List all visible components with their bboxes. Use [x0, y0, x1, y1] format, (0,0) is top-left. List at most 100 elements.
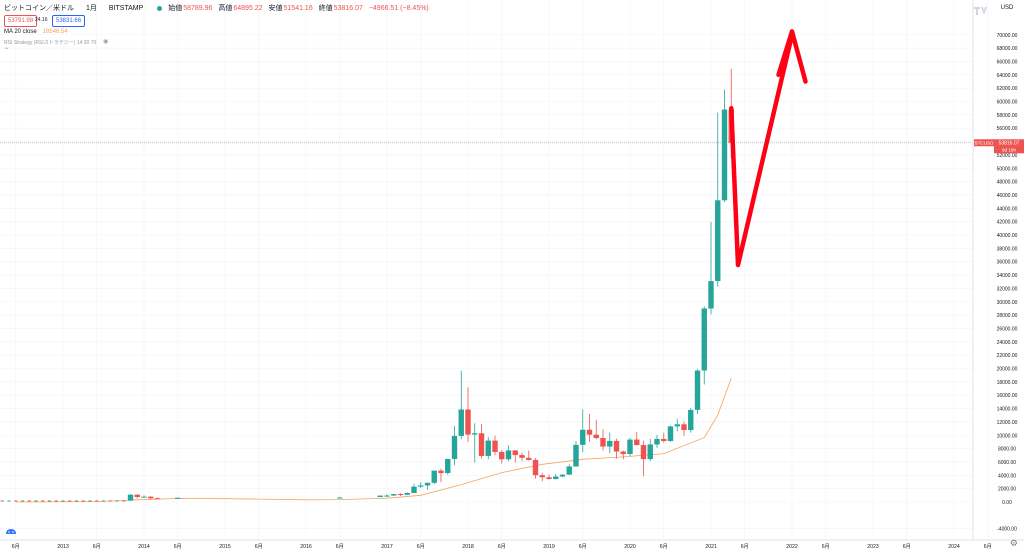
price-tick-label: 24000.00 [997, 340, 1018, 346]
vertical-gridlines [15, 0, 989, 540]
candle-body [411, 486, 417, 493]
price-tick-label: 4000.00 [998, 473, 1016, 479]
price-tick-label: 68000.00 [997, 46, 1018, 52]
price-tick-label: 0.00 [1002, 500, 1012, 506]
time-tick-label: 6月 [984, 543, 992, 550]
candle-body [512, 450, 518, 456]
settings-gear-icon[interactable]: ⚙ [1009, 538, 1018, 548]
price-tick-label: 26000.00 [997, 326, 1018, 332]
spread-value: 24.16 [35, 17, 48, 23]
price-tick-label: 2000.00 [998, 487, 1016, 493]
candle-body [492, 440, 498, 452]
candle-body [526, 457, 532, 460]
buy-button[interactable]: 53831.66 [52, 15, 86, 27]
candle-flat [81, 500, 85, 502]
candle-body [573, 444, 579, 467]
price-tick-label: 50000.00 [997, 166, 1018, 172]
price-tick-label: 44000.00 [997, 206, 1018, 212]
collapse-icon[interactable]: ⌃ [4, 48, 10, 54]
candle-body [593, 434, 599, 438]
candle-flat [47, 500, 52, 502]
candle-body [438, 470, 444, 474]
candle-body [546, 477, 552, 480]
price-tick-label: 70000.00 [997, 33, 1018, 39]
price-tick-label: 16000.00 [997, 393, 1018, 399]
sell-button[interactable]: 53791.98 [4, 15, 38, 27]
time-tick-label: 2020 [624, 544, 636, 550]
ma-indicator-legend[interactable]: MA 20 close 18546.54 [4, 29, 68, 35]
price-tick-label: 42000.00 [997, 220, 1018, 226]
candle-body [654, 438, 660, 445]
candle-flat [122, 500, 126, 502]
price-tick-label: 46000.00 [997, 193, 1018, 199]
axis-unit: USD [1001, 5, 1014, 11]
candle-flat [27, 500, 31, 502]
time-tick-label: 6月 [93, 543, 101, 550]
candle-flat [68, 500, 72, 502]
price-tick-label: 20000.00 [997, 367, 1018, 373]
price-tick-label: 58000.00 [997, 113, 1018, 119]
price-tick-label: 22000.00 [997, 353, 1018, 359]
high-label: 高値 [218, 5, 233, 12]
price-tick-label: 62000.00 [997, 86, 1018, 92]
price-tick-label: 66000.00 [997, 59, 1018, 65]
time-axis[interactable]: 6月 2013 6月 2014 6月 2015 6月 2016 6月 2017 6月 2018 6月 20… [12, 543, 992, 550]
candle-body [559, 474, 566, 477]
annotation-stroke [729, 32, 795, 268]
candle-body [384, 495, 390, 497]
price-tick-label: 8000.00 [998, 447, 1016, 453]
ma20-line [15, 378, 732, 503]
candle-flat [0, 500, 4, 502]
candle-flat [61, 500, 65, 502]
candle-flat [95, 500, 99, 502]
time-tick-label: 6月 [741, 543, 749, 550]
candle-flat [101, 500, 106, 502]
candle-body [580, 429, 586, 445]
price-tick-label: 38000.00 [997, 246, 1018, 252]
candle-body [688, 409, 694, 431]
strategy-legend[interactable]: RSI Strategy (RSIストラテジー) 14 30 70 [4, 40, 97, 46]
candle-body [715, 200, 721, 282]
candle-body [431, 470, 437, 483]
market-status-dot-icon [157, 5, 163, 11]
candle-body [553, 476, 559, 480]
candle-body [154, 498, 161, 500]
symbol-title[interactable]: ビットコイン／米ドル [4, 5, 74, 12]
time-tick-label: 6月 [660, 543, 668, 550]
price-tick-label: 34000.00 [997, 273, 1018, 279]
candle-body [600, 437, 606, 447]
candle-flat [14, 500, 18, 502]
time-tick-label: 2019 [543, 544, 555, 550]
price-tick-label: 40000.00 [997, 233, 1018, 239]
time-tick-label: 2024 [948, 544, 960, 550]
candle-body [667, 426, 674, 441]
time-tick-label: 2022 [786, 544, 798, 550]
ma-label: MA 20 close [4, 29, 37, 35]
time-tick-label: 6月 [579, 543, 587, 550]
candle-body [647, 444, 653, 460]
high-value: 64895.22 [233, 5, 263, 12]
tradingview-logo-icon[interactable] [5, 526, 17, 535]
candle-flat [115, 500, 119, 502]
candles [0, 68, 734, 502]
price-tick-label: 14000.00 [997, 407, 1018, 413]
low-label: 安値 [268, 5, 283, 12]
eye-icon[interactable]: ◉ [103, 39, 109, 45]
candle-body [424, 482, 431, 486]
price-tick-label: 30000.00 [997, 300, 1018, 306]
candle-body [445, 458, 451, 474]
price-tick-label: -4000.00 [997, 527, 1017, 533]
time-tick-label: 6月 [12, 543, 20, 550]
interval-label[interactable]: 1月 [85, 5, 97, 12]
candle-body [519, 455, 525, 458]
price-tick-label: 56000.00 [997, 126, 1018, 132]
time-tick-label: 6月 [498, 543, 506, 550]
annotation-arrowhead [776, 29, 808, 84]
low-value: 51541.16 [283, 5, 313, 12]
time-tick-label: 2013 [57, 544, 69, 550]
horizontal-gridlines [0, 34, 973, 530]
price-tick-label: 36000.00 [997, 260, 1018, 266]
candle-body [586, 429, 593, 435]
price-axis[interactable]: -4000.00 0.00 2000.00 4000.00 6000.00 8000.00… [997, 33, 1018, 533]
